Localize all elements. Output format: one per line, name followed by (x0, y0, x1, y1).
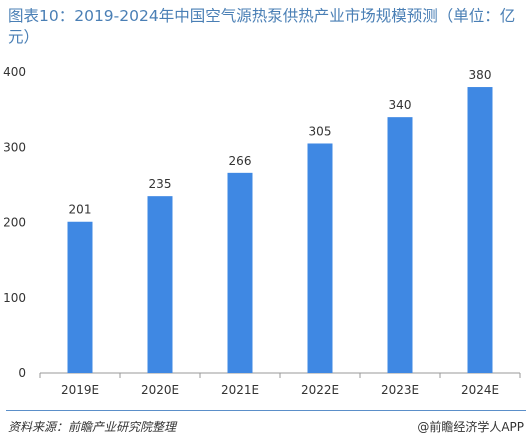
data-label: 235 (149, 177, 172, 191)
bar (227, 172, 253, 373)
footer-divider (6, 410, 526, 411)
bar (67, 221, 93, 373)
x-tick-label: 2022E (301, 383, 339, 397)
x-axis: 2019E 2020E 2021E 2022E 2023E 2024E (39, 372, 521, 397)
data-label: 201 (69, 203, 92, 217)
y-tick-label: 400 (3, 65, 26, 79)
bar (147, 196, 173, 373)
x-tick-label: 2021E (221, 383, 259, 397)
y-tick-label: 300 (3, 140, 26, 154)
x-tick-label: 2020E (141, 383, 179, 397)
x-tick-label: 2019E (61, 383, 99, 397)
data-label: 340 (389, 98, 412, 112)
source-note: 资料来源：前瞻产业研究院整理 (8, 420, 177, 434)
bars (67, 87, 493, 374)
chart-title: 图表10：2019-2024年中国空气源热泵供热产业市场规模预测（单位：亿元） (8, 7, 516, 46)
chart-footer: 资料来源：前瞻产业研究院整理 @前瞻经济学人APP (0, 408, 532, 441)
value-labels: 201 235 266 305 340 380 (69, 68, 492, 217)
data-label: 266 (229, 154, 252, 168)
bar (467, 87, 493, 374)
x-tick-label: 2024E (461, 383, 499, 397)
brand-text: @前瞻经济学人APP (417, 420, 524, 434)
y-tick-label: 0 (18, 366, 26, 380)
bar (387, 117, 413, 374)
y-axis: 0 100 200 300 400 (3, 65, 26, 380)
bar (307, 143, 333, 373)
y-tick-label: 200 (3, 216, 26, 230)
brand-credit: @前瞻经济学人APP (417, 418, 524, 435)
data-label: 380 (469, 68, 492, 82)
y-tick-label: 100 (3, 291, 26, 305)
x-tick-label: 2023E (381, 383, 419, 397)
data-label: 305 (309, 124, 332, 138)
